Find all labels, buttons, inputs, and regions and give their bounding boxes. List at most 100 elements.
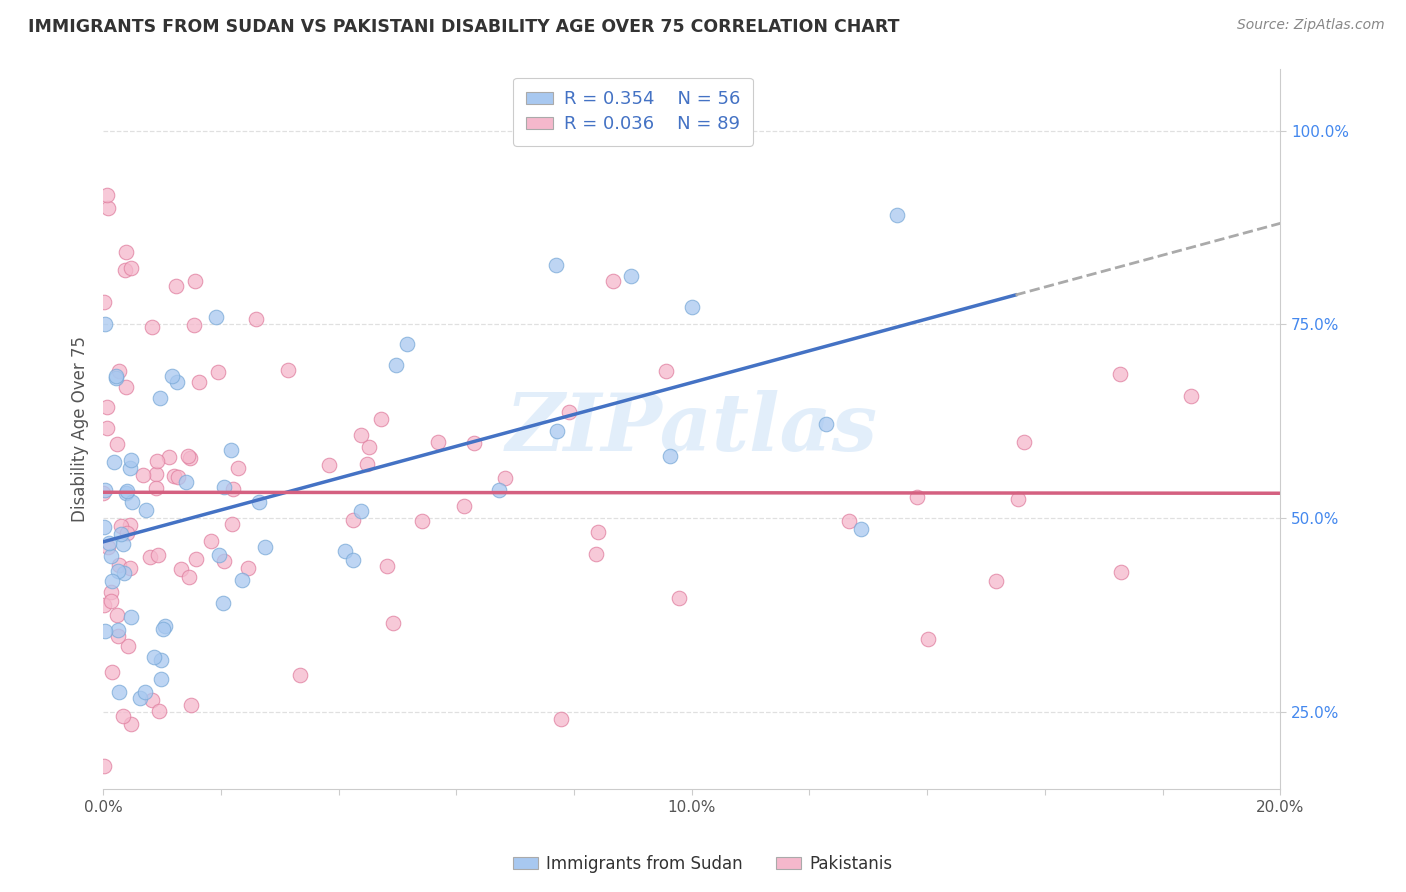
Point xyxy=(350,428,373,442)
Point xyxy=(214,554,236,568)
Y-axis label: Disability Age Over 75: Disability Age Over 75 xyxy=(72,335,89,522)
Point xyxy=(163,469,186,483)
Point xyxy=(165,278,187,293)
Point xyxy=(120,609,142,624)
Point xyxy=(93,599,115,613)
Point xyxy=(118,561,141,575)
Point xyxy=(166,470,188,484)
Point xyxy=(183,318,205,332)
Point xyxy=(849,522,872,536)
Point xyxy=(108,558,131,573)
Point xyxy=(179,570,201,584)
Point xyxy=(111,708,134,723)
Point xyxy=(120,518,142,533)
Point xyxy=(558,405,581,419)
Point xyxy=(115,525,138,540)
Point xyxy=(108,685,131,699)
Point xyxy=(149,672,172,686)
Point xyxy=(103,455,125,469)
Point xyxy=(1180,389,1202,403)
Point xyxy=(150,653,173,667)
Point xyxy=(114,380,136,394)
Point xyxy=(550,712,572,726)
Point xyxy=(121,495,143,509)
Point xyxy=(359,440,381,454)
Point xyxy=(395,336,418,351)
Point xyxy=(375,558,398,573)
Point xyxy=(96,401,118,415)
Point xyxy=(138,549,160,564)
Point xyxy=(986,574,1008,589)
Point xyxy=(120,716,142,731)
Point xyxy=(132,467,155,482)
Point xyxy=(105,436,128,450)
Point xyxy=(342,513,364,527)
Point xyxy=(838,514,860,528)
Point xyxy=(385,358,408,372)
Point xyxy=(97,540,120,554)
Point xyxy=(356,457,378,471)
Point xyxy=(815,417,838,431)
Point xyxy=(115,486,138,500)
Point xyxy=(94,624,117,638)
Point xyxy=(602,274,624,288)
Point xyxy=(96,188,118,202)
Point xyxy=(93,520,115,534)
Point xyxy=(221,517,243,532)
Point xyxy=(112,566,135,580)
Point xyxy=(110,527,132,541)
Point xyxy=(115,484,138,499)
Point xyxy=(100,549,122,564)
Point xyxy=(905,490,928,504)
Point xyxy=(107,629,129,643)
Point xyxy=(166,375,188,389)
Point xyxy=(277,363,299,377)
Point xyxy=(157,450,180,465)
Point xyxy=(145,467,167,481)
Point xyxy=(585,547,607,561)
Point xyxy=(107,623,129,637)
Point xyxy=(117,639,139,653)
Point xyxy=(546,424,568,438)
Point xyxy=(488,483,510,498)
Point xyxy=(207,365,229,379)
Point xyxy=(917,632,939,647)
Point xyxy=(247,495,270,509)
Point xyxy=(96,420,118,434)
Text: ZIPatlas: ZIPatlas xyxy=(506,390,877,467)
Point xyxy=(588,525,610,540)
Point xyxy=(108,364,131,378)
Point xyxy=(221,482,243,496)
Point xyxy=(1007,491,1029,506)
Point xyxy=(93,759,115,773)
Point xyxy=(245,312,267,326)
Legend: R = 0.354    N = 56, R = 0.036    N = 89: R = 0.354 N = 56, R = 0.036 N = 89 xyxy=(513,78,752,146)
Point xyxy=(148,704,170,718)
Point xyxy=(177,450,200,464)
Point xyxy=(204,310,226,324)
Point xyxy=(110,519,132,533)
Point xyxy=(100,585,122,599)
Point xyxy=(886,208,908,222)
Point xyxy=(105,368,128,383)
Point xyxy=(254,541,277,555)
Point xyxy=(129,690,152,705)
Point xyxy=(187,375,209,389)
Point xyxy=(118,460,141,475)
Point xyxy=(426,435,449,450)
Point xyxy=(208,549,231,563)
Point xyxy=(160,369,183,384)
Point xyxy=(120,260,142,275)
Point xyxy=(370,411,392,425)
Point xyxy=(1109,367,1132,381)
Point xyxy=(226,461,249,475)
Point xyxy=(382,616,405,631)
Point xyxy=(143,649,166,664)
Point xyxy=(179,451,201,466)
Point xyxy=(100,574,122,588)
Point xyxy=(453,499,475,513)
Point xyxy=(114,245,136,260)
Point xyxy=(231,573,253,587)
Point xyxy=(463,436,485,450)
Point xyxy=(94,317,117,331)
